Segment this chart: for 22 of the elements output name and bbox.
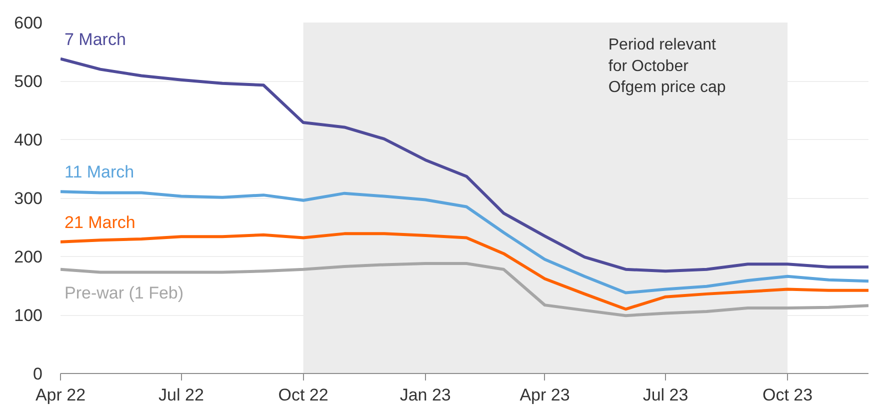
y-tick-label: 100 xyxy=(14,306,43,325)
x-tick-label: Jul 23 xyxy=(642,386,688,404)
x-tick-label: Apr 23 xyxy=(520,386,570,404)
series-label: 11 March xyxy=(64,162,134,182)
x-tick-label: Oct 22 xyxy=(278,386,328,404)
y-tick-label: 0 xyxy=(33,364,43,384)
y-tick-label: 400 xyxy=(14,130,43,150)
y-tick-label: 600 xyxy=(14,14,43,32)
series-label: 21 March xyxy=(64,212,136,232)
line-series xyxy=(60,232,868,311)
x-tick-label: Jul 22 xyxy=(158,386,204,404)
band-label: Period relevant for October Ofgem price cap xyxy=(608,36,726,96)
y-tick-label: 300 xyxy=(14,189,43,208)
x-tick-label: Apr 22 xyxy=(35,386,86,404)
line-series xyxy=(60,262,868,318)
x-tick-label: Oct 23 xyxy=(762,386,813,404)
series-label: 7 March xyxy=(64,30,126,49)
series-label: Pre-war (1 Feb) xyxy=(64,283,184,302)
line-series xyxy=(60,57,868,273)
y-tick-label: 200 xyxy=(14,248,43,266)
y-tick-label: 500 xyxy=(14,72,43,91)
x-tick-label: Jan 23 xyxy=(400,386,451,404)
